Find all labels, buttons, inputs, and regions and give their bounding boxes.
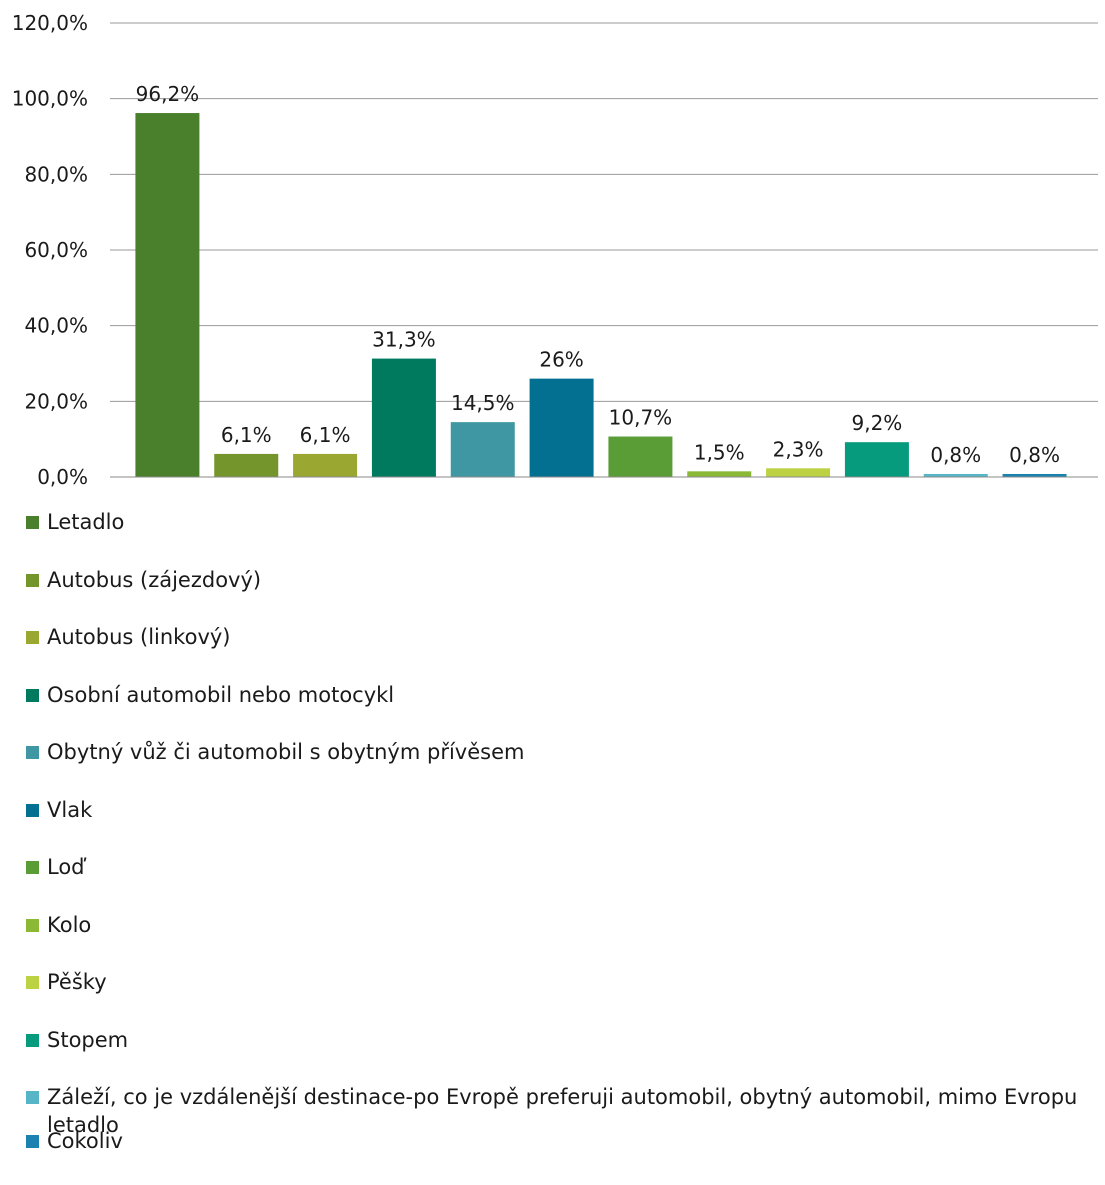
y-tick-label: 100,0%	[12, 87, 88, 111]
legend-label: Pěšky	[47, 970, 107, 994]
gridlines	[110, 22, 1098, 402]
bars	[135, 113, 1067, 477]
bar	[766, 468, 831, 477]
bar-chart: 0,0% 20,0% 40,0% 60,0% 80,0% 100,0% 120,0% 96,…	[12, 11, 1098, 489]
y-tick-label: 20,0%	[24, 389, 88, 413]
data-label: 2,3%	[773, 437, 824, 461]
legend-label: Kolo	[47, 912, 92, 937]
data-labels: 96,2% 6,1% 6,1% 31,3% 14,5% 26% 10,7% 1,5% 2,3% 9…	[136, 82, 1060, 467]
legend-item: Autobus (linkový)	[26, 623, 1101, 681]
legend-label: Stopem	[47, 1027, 129, 1052]
legend-label: Vlak	[47, 797, 93, 822]
legend-label: Autobus (linkový)	[47, 625, 231, 649]
bar	[844, 442, 909, 477]
legend-label: Autobus (zájezdový)	[47, 567, 262, 592]
legend-label: Loď	[47, 855, 85, 879]
legend-label: Záleží, co je vzdálenější destinace-po E…	[47, 1085, 1078, 1137]
data-label: 6,1%	[300, 423, 351, 447]
legend-swatch	[26, 861, 39, 874]
legend-swatch	[26, 1135, 39, 1148]
y-tick-label: 80,0%	[24, 162, 88, 186]
data-label: 26%	[539, 348, 583, 372]
legend-label: Cokoliv	[47, 1129, 123, 1153]
legend-swatch	[26, 803, 39, 817]
data-label: 6,1%	[221, 423, 272, 447]
bar	[371, 358, 436, 477]
data-label: 1,5%	[694, 440, 745, 464]
y-axis-tick-labels: 0,0% 20,0% 40,0% 60,0% 80,0% 100,0% 120,0%	[12, 11, 88, 489]
legend-swatch	[26, 1033, 39, 1047]
legend-item: Obytný vůž či automobil s obytným přívěs…	[26, 738, 1101, 796]
bar	[450, 422, 515, 477]
y-tick-label: 40,0%	[24, 314, 88, 338]
bar	[293, 453, 358, 477]
legend-label: Osobní automobil nebo motocykl	[47, 682, 395, 707]
legend-label: Obytný vůž či automobil s obytným přívěs…	[47, 740, 525, 764]
data-label: 0,8%	[1009, 443, 1060, 467]
legend-swatch	[26, 918, 39, 932]
bar	[923, 473, 988, 477]
y-tick-label: 0,0%	[37, 465, 88, 489]
legend: Letadlo Autobus (zájezdový) Autobus (linko…	[26, 508, 1101, 1185]
legend-swatch	[26, 516, 39, 529]
bar	[529, 378, 594, 477]
legend-item: Stopem	[26, 1026, 1101, 1084]
legend-swatch	[26, 976, 39, 989]
data-label: 9,2%	[852, 411, 903, 435]
data-label: 14,5%	[451, 391, 515, 415]
legend-swatch	[26, 573, 39, 587]
y-tick-label: 120,0%	[12, 11, 88, 35]
legend-item: Loď	[26, 853, 1101, 911]
data-label: 0,8%	[930, 443, 981, 467]
bar	[687, 471, 752, 477]
legend-item: Cokoliv	[26, 1127, 1101, 1185]
legend-item: Vlak	[26, 796, 1101, 854]
bar	[135, 113, 200, 477]
bar	[214, 453, 279, 477]
legend-swatch	[26, 631, 39, 644]
y-tick-label: 60,0%	[24, 238, 88, 262]
legend-label: Letadlo	[47, 510, 125, 534]
data-label: 96,2%	[136, 82, 200, 106]
legend-swatch	[26, 688, 39, 702]
legend-item: Kolo	[26, 911, 1101, 969]
legend-item: Letadlo	[26, 508, 1101, 566]
bar	[608, 436, 673, 477]
legend-swatch	[26, 746, 39, 759]
legend-swatch	[26, 1091, 39, 1104]
legend-item: Osobní automobil nebo motocykl	[26, 681, 1101, 739]
bar	[1002, 473, 1067, 477]
legend-item: Pěšky	[26, 968, 1101, 1026]
legend-item: Autobus (zájezdový)	[26, 566, 1101, 624]
data-label: 10,7%	[609, 406, 673, 430]
legend-item: Záleží, co je vzdálenější destinace-po E…	[26, 1083, 1101, 1137]
data-label: 31,3%	[372, 328, 436, 352]
